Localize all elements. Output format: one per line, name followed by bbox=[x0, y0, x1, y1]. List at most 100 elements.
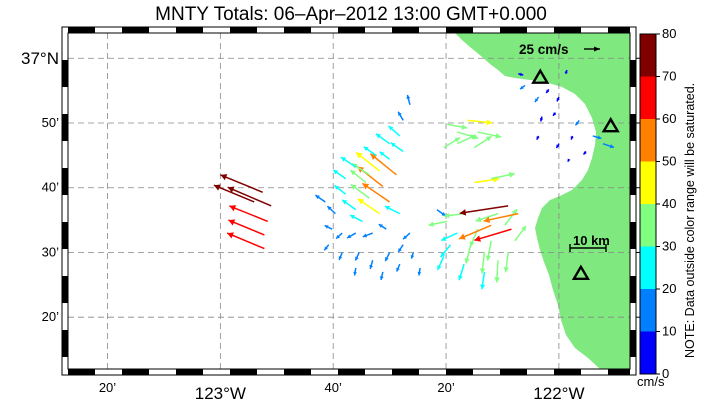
frame-segment bbox=[338, 27, 365, 33]
current-vector bbox=[349, 214, 363, 223]
colorbar-tick-label: 60 bbox=[662, 111, 676, 126]
colorbar-swatch bbox=[640, 34, 656, 77]
current-vector bbox=[326, 205, 336, 215]
current-vector bbox=[213, 184, 255, 203]
current-vector bbox=[333, 184, 347, 195]
colorbar-unit: cm/s bbox=[637, 374, 665, 389]
current-vector bbox=[480, 271, 486, 290]
colorbar-tick-label: 30 bbox=[662, 239, 676, 254]
frame-segment bbox=[392, 369, 419, 375]
frame-segment bbox=[176, 27, 203, 33]
frame-segment bbox=[630, 168, 636, 195]
lat-label: 37°N bbox=[21, 49, 59, 68]
frame-segment bbox=[62, 60, 68, 87]
reference-vector: 25 cm/s bbox=[519, 42, 600, 57]
radar-stations bbox=[531, 68, 620, 281]
current-vector bbox=[379, 151, 391, 160]
frame-segment bbox=[554, 27, 581, 33]
frame-segment bbox=[500, 369, 527, 375]
colorbar-swatch bbox=[640, 246, 656, 289]
colorbar-tick-label: 0 bbox=[662, 366, 669, 381]
current-vector bbox=[443, 137, 461, 149]
colorbar-tick-label: 80 bbox=[662, 26, 676, 41]
current-vector bbox=[332, 169, 347, 180]
scale-bar: 10 km bbox=[569, 233, 610, 252]
map-title: MNTY Totals: 06–Apr–2012 13:00 GMT+0.000 bbox=[155, 4, 547, 25]
colorbar: 0 10 20 30 40 50 60 70 80 bbox=[639, 26, 676, 381]
lat-label: 40’ bbox=[42, 180, 59, 195]
current-vector bbox=[361, 182, 391, 203]
current-vector bbox=[350, 183, 370, 199]
colorbar-swatch bbox=[640, 204, 656, 247]
current-vector bbox=[338, 252, 343, 261]
current-vector bbox=[228, 219, 265, 236]
current-vector bbox=[564, 69, 568, 75]
current-vector bbox=[474, 228, 512, 242]
current-vector bbox=[406, 94, 411, 106]
land-area bbox=[455, 33, 630, 369]
frame-segment bbox=[230, 27, 257, 33]
current-vector bbox=[494, 260, 500, 283]
current-vector bbox=[552, 112, 557, 117]
frame-segment bbox=[284, 369, 311, 375]
current-vector bbox=[567, 158, 571, 163]
colorbar-tick-label: 40 bbox=[662, 196, 676, 211]
current-vector bbox=[390, 142, 404, 153]
current-vector bbox=[518, 72, 524, 76]
frame-segment bbox=[554, 369, 581, 375]
frame-segment bbox=[62, 168, 68, 195]
frame-segment bbox=[176, 369, 203, 375]
current-vector bbox=[402, 232, 411, 240]
reference-vector-label: 25 cm/s bbox=[519, 42, 569, 57]
current-vector bbox=[440, 232, 458, 242]
current-vector bbox=[475, 212, 499, 223]
current-vector bbox=[397, 111, 404, 121]
current-vector bbox=[458, 263, 465, 281]
current-vector bbox=[592, 135, 602, 140]
current-vector bbox=[582, 151, 587, 156]
current-vector bbox=[491, 171, 515, 180]
current-vector bbox=[363, 146, 377, 156]
frame-segment bbox=[630, 114, 636, 141]
frame-segment bbox=[630, 222, 636, 249]
station-north bbox=[531, 68, 550, 84]
current-vector bbox=[545, 88, 550, 94]
current-vector bbox=[459, 205, 509, 216]
frame-segment bbox=[500, 27, 527, 33]
colorbar-swatch bbox=[640, 119, 656, 162]
current-vector bbox=[375, 133, 391, 145]
scale-bar-label: 10 km bbox=[573, 233, 610, 248]
current-vector bbox=[324, 224, 333, 230]
current-vector bbox=[458, 224, 492, 240]
colorbar-tick-label: 70 bbox=[662, 69, 676, 84]
frame-segment bbox=[446, 27, 473, 33]
current-vector bbox=[362, 232, 373, 238]
map-frame bbox=[61, 26, 637, 376]
current-vector bbox=[354, 252, 360, 261]
current-vector bbox=[229, 205, 269, 223]
frame-segment bbox=[608, 369, 630, 375]
frame-segment bbox=[68, 27, 95, 33]
current-vector bbox=[539, 116, 544, 122]
current-vector bbox=[353, 267, 357, 276]
current-vector bbox=[428, 220, 448, 227]
current-vector bbox=[355, 151, 380, 172]
frame-segment bbox=[62, 330, 68, 357]
current-vector bbox=[357, 198, 380, 215]
colorbar-swatch bbox=[640, 331, 656, 374]
current-vector bbox=[323, 244, 330, 251]
ocean-area bbox=[68, 33, 630, 369]
colorbar-swatch bbox=[640, 289, 656, 332]
frame-segment bbox=[392, 27, 419, 33]
frame-segment bbox=[630, 330, 636, 357]
frame-segment bbox=[68, 369, 95, 375]
current-vector bbox=[314, 194, 326, 203]
lon-label: 123°W bbox=[195, 384, 246, 403]
current-vector bbox=[379, 271, 384, 281]
current-vector bbox=[556, 96, 560, 102]
colorbar-tick-label: 10 bbox=[662, 324, 676, 339]
current-vector bbox=[536, 135, 540, 140]
current-vector bbox=[341, 199, 357, 211]
current-vector bbox=[555, 143, 560, 149]
current-vector bbox=[485, 240, 492, 261]
